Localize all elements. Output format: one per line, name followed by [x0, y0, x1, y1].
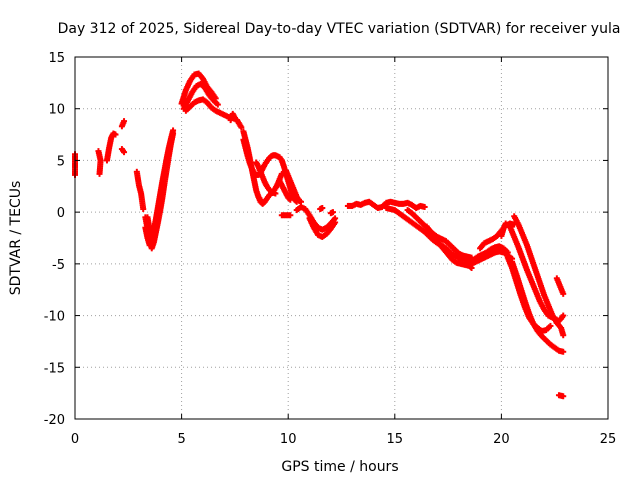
y-tick-label: -15	[44, 361, 65, 376]
y-tick-label: -10	[44, 310, 65, 325]
data-point	[560, 290, 567, 297]
y-tick-label: -20	[44, 413, 65, 428]
x-axis: 0 5 10 15 20 25	[71, 57, 616, 447]
data-point	[329, 209, 336, 216]
data-point	[121, 149, 128, 156]
data-point	[214, 101, 221, 108]
data-point	[319, 205, 326, 212]
y-tick-label: 15	[48, 51, 65, 66]
data-point	[287, 196, 294, 203]
data-point	[231, 115, 238, 122]
data-point	[287, 212, 294, 219]
data-point	[121, 118, 128, 125]
data-point	[272, 190, 279, 197]
x-tick-label: 0	[71, 432, 79, 447]
x-tick-label: 25	[600, 432, 617, 447]
y-tick-label: 0	[57, 206, 65, 221]
y-tick-label: 5	[57, 154, 65, 169]
data-point	[297, 198, 304, 205]
y-tick-label: -5	[52, 258, 65, 273]
chart-title: Day 312 of 2025, Sidereal Day-to-day VTE…	[58, 21, 621, 37]
plot-frame	[74, 56, 609, 420]
data-point	[112, 131, 119, 138]
x-tick-label: 10	[280, 432, 297, 447]
data-point	[502, 220, 509, 227]
data-point	[547, 322, 554, 329]
data-point	[560, 332, 567, 339]
data-point	[140, 206, 147, 213]
data-point	[238, 124, 245, 131]
x-tick-label: 5	[177, 432, 185, 447]
y-tick-label: 10	[48, 103, 65, 118]
data-point	[560, 393, 567, 400]
y-axis: -20 -15 -10 -5 0 5 10 15	[44, 51, 608, 428]
data-point	[421, 203, 428, 210]
data-point	[96, 170, 103, 177]
x-axis-label: GPS time / hours	[281, 459, 398, 475]
data-point	[560, 348, 567, 355]
data-point	[560, 312, 567, 319]
data-point	[332, 219, 339, 226]
x-tick-label: 15	[387, 432, 404, 447]
data-point	[170, 127, 177, 134]
data-points	[72, 70, 567, 400]
x-tick-label: 20	[493, 432, 510, 447]
y-axis-label: SDTVAR / TECUs	[8, 181, 24, 296]
